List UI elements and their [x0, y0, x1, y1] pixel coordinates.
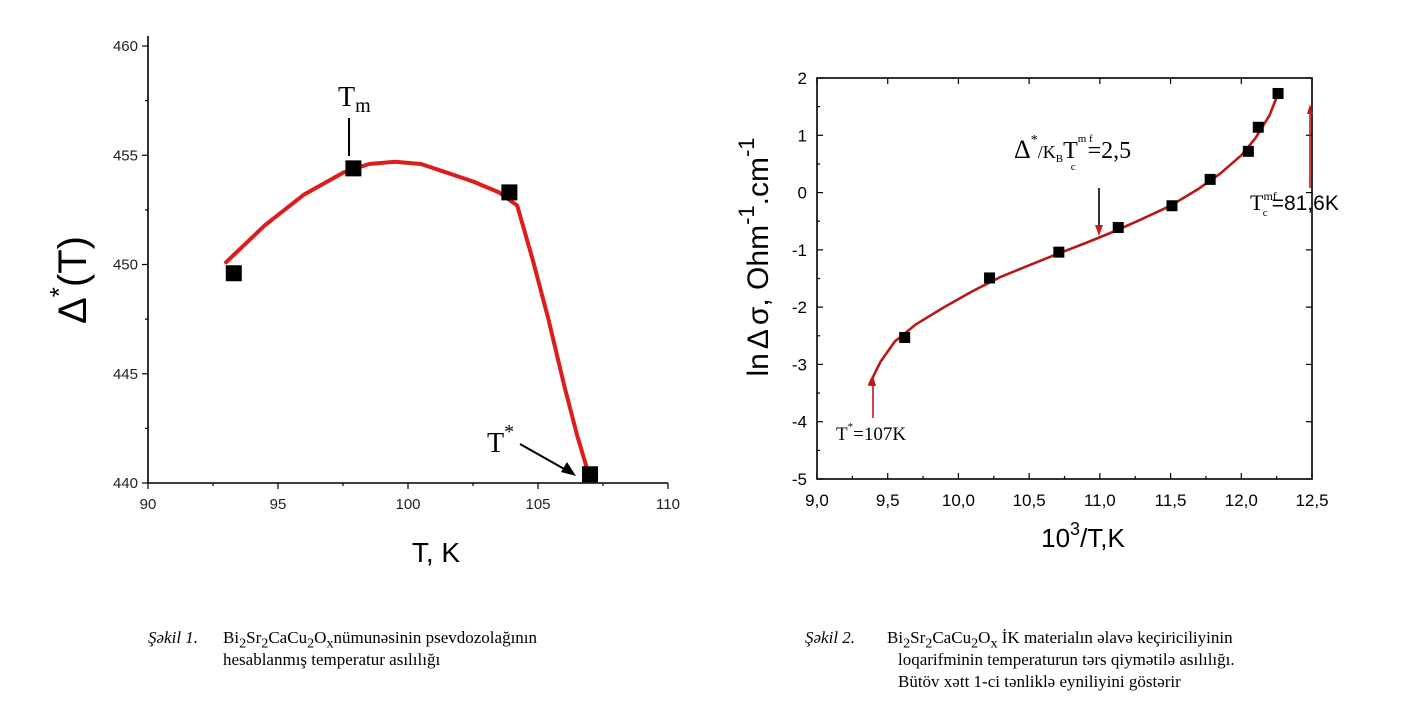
chart1-annotation-tstar: T*: [487, 421, 514, 459]
chart2-y-tick-label: -4: [792, 413, 807, 432]
chart2-annotation-tc: Tmf c =81,6K: [1250, 189, 1339, 219]
chart1-x-label: T, K: [412, 537, 461, 568]
chart2-y-tick-label: -2: [792, 298, 807, 317]
chart2-data-point: [1204, 173, 1216, 185]
chart2-x-tick-label: 12,0: [1225, 491, 1258, 510]
chart2-points: [899, 87, 1284, 344]
chart2-tc-marker-head: [1307, 104, 1313, 114]
chart1-y-tick-label: 445: [113, 366, 138, 383]
chart2-x-tick-label: 11,0: [1084, 491, 1116, 510]
chart2-data-point: [1053, 246, 1065, 258]
chart1-fit-line: [224, 159, 592, 481]
caption-1-label: Şəkil 1.: [148, 628, 199, 647]
chart1-y-tick-label: 455: [113, 147, 138, 164]
chart2-y-tick-label: -1: [792, 241, 807, 260]
chart1-x-tick-label: 100: [395, 496, 420, 513]
chart1-data-point: [345, 160, 362, 177]
figure-canvas: 90 95 100 105 110 440 445 450 455 460 Tm T* Δ*(T)…: [44, 36, 1339, 568]
caption-2-line2: loqarifminin temperaturun tərs qiymətilə…: [898, 650, 1235, 669]
caption-figure-1: Şəkil 1. Bi2Sr2CaCu2Oxnümunəsinin psevdo…: [148, 627, 708, 669]
chart1-y-tick-label: 440: [113, 475, 138, 492]
chart1-x-tick-label: 90: [140, 496, 157, 513]
caption-2-label: Şəkil 2.: [805, 628, 856, 647]
chart1-annotation-tm: Tm: [338, 82, 371, 117]
chart1-y-tick-label: 450: [113, 257, 138, 274]
chart2-x-tick-label: 9,5: [876, 491, 900, 510]
chart1-x-tick-label: 95: [270, 496, 287, 513]
chart2-ticks: 9,0 9,5 10,0 10,5 11,0 11,5 12,0 12,5 -5 -4 -3 -2 -1…: [792, 69, 1329, 510]
chart1-y-tick-label: 460: [113, 38, 138, 55]
chart1-data-point: [225, 265, 242, 282]
chart2-y-tick-label: 0: [798, 184, 807, 203]
chart2-y-label: lnΔσ, Ohm-1.cm-1: [734, 137, 775, 376]
chart1-tstar-arrow-head: [561, 462, 576, 476]
caption-1-line2: hesablanmış temperatur asılılığı: [223, 650, 441, 669]
chart2-data-point: [1272, 87, 1284, 99]
chart2-tstar-marker-head: [870, 376, 876, 386]
chart2-y-tick-label: 2: [798, 69, 807, 88]
chart2-x-tick-label: 10,5: [1013, 491, 1046, 510]
chart2-x-tick-label: 11,5: [1155, 491, 1187, 510]
chart2-data-point: [899, 332, 911, 344]
chart1-y-label: Δ*(T): [44, 236, 95, 324]
chart2-ratio-arrow-head: [1095, 225, 1103, 236]
chart2-data-point: [1252, 121, 1264, 133]
chart2-data-point: [1242, 145, 1254, 157]
chart1-data-point: [582, 466, 598, 483]
chart-2: 9,0 9,5 10,0 10,5 11,0 11,5 12,0 12,5 -5 -4 -3 -2 -1…: [734, 69, 1339, 553]
chart2-x-tick-label: 9,0: [805, 491, 829, 510]
chart1-ticks: 90 95 100 105 110 440 445 450 455 460: [113, 38, 680, 513]
chart1-x-tick-label: 110: [656, 496, 680, 513]
chart2-y-tick-label: -3: [792, 355, 807, 374]
chart2-x-tick-label: 12,5: [1295, 491, 1328, 510]
caption-2-line3: Bütöv xətt 1-ci tənliklə eyniliyini göst…: [898, 672, 1181, 691]
chart2-x-label: 103/T,K: [1041, 519, 1125, 553]
chart2-data-point: [1112, 222, 1124, 234]
chart1-points: [225, 160, 598, 483]
chart2-fit-line: [868, 92, 1280, 386]
chart1-data-point: [501, 184, 518, 201]
chart2-data-point: [1166, 200, 1178, 212]
chart2-y-tick-label: 1: [798, 126, 807, 145]
caption-1-line1: Bi2Sr2CaCu2Oxnümunəsinin psevdozolağının: [223, 628, 538, 652]
chart2-y-tick-label: -5: [792, 470, 807, 489]
chart2-data-point: [984, 272, 996, 284]
chart-1: 90 95 100 105 110 440 445 450 455 460 Tm T* Δ*(T)…: [44, 36, 680, 568]
chart2-annotation-tstar: T*=107K: [836, 421, 906, 445]
chart1-tstar-arrow-line: [519, 443, 567, 471]
chart2-annotation-ratio: Δ*/KBTm f c=2,5: [1014, 133, 1131, 173]
chart2-x-tick-label: 10,0: [942, 491, 975, 510]
chart1-x-tick-label: 105: [525, 496, 550, 513]
caption-2-line1: Bi2Sr2CaCu2Ox İK materialın əlavə keçiri…: [887, 628, 1233, 652]
caption-figure-2: Şəkil 2. Bi2Sr2CaCu2Ox İK materialın əla…: [805, 627, 1395, 691]
